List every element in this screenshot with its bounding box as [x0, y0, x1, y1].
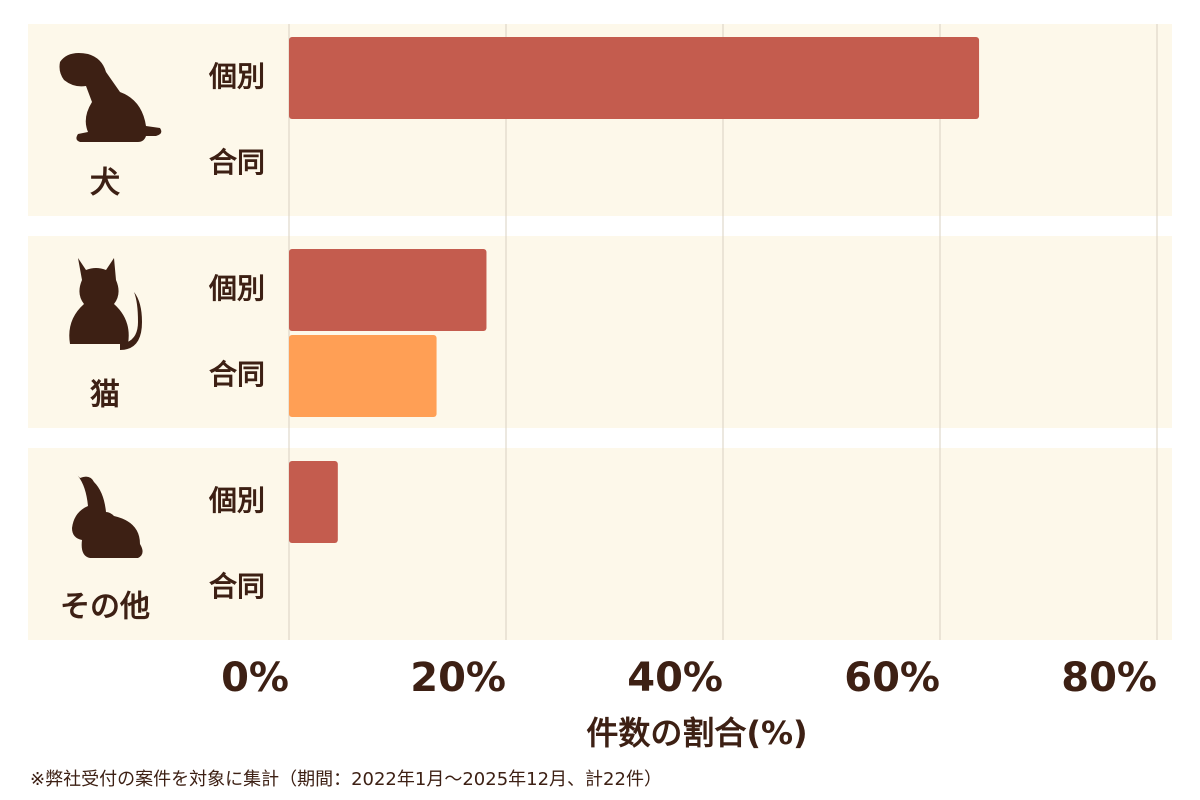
category-label: その他 [60, 590, 150, 625]
bars [289, 37, 980, 543]
bar [289, 249, 487, 331]
x-tick-label: 0% [221, 655, 289, 701]
footnote: ※弊社受付の案件を対象に集計（期間：2022年1月〜2025年12月、計22件） [30, 769, 662, 790]
bar [289, 461, 338, 543]
x-tick-label: 40% [627, 655, 723, 701]
series-label: 合同 [209, 570, 265, 603]
category-label: 猫 [90, 378, 120, 413]
x-tick-label: 80% [1061, 655, 1157, 701]
cat-icon [69, 258, 142, 350]
x-tick-label: 60% [844, 655, 940, 701]
x-tick-label: 20% [410, 655, 506, 701]
dog-icon [59, 53, 162, 142]
series-label: 合同 [209, 146, 265, 179]
group-panel [28, 236, 1172, 428]
x-axis-title: 件数の割合(%) [586, 714, 807, 752]
series-label: 合同 [209, 358, 265, 391]
group-panel [28, 448, 1172, 640]
icons [59, 53, 162, 558]
series-label: 個別 [208, 60, 265, 93]
series-label: 個別 [208, 272, 265, 305]
bar [289, 37, 980, 119]
category-label: 犬 [90, 166, 120, 201]
series-label: 個別 [208, 484, 265, 517]
bar [289, 335, 437, 417]
rabbit-icon [72, 474, 143, 558]
